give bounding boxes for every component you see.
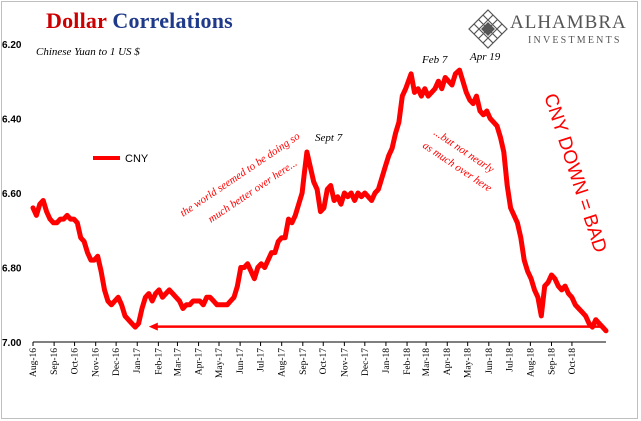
logo-name: ALHAMBRA: [510, 12, 627, 33]
series-layer: [30, 67, 609, 334]
x-tick-label: Sep-17: [299, 348, 309, 375]
x-tick-label: Oct-18: [568, 348, 578, 375]
x-tick-label: Nov-17: [340, 348, 350, 377]
x-tick-label: Apr-18: [443, 348, 453, 375]
logo-subtitle: INVESTMENTS: [528, 35, 622, 46]
x-tick-label: Jun-18: [485, 348, 495, 374]
arrow-head: [148, 322, 158, 331]
x-tick-label: Jul-17: [257, 348, 267, 372]
x-tick-label: Aug-18: [526, 348, 536, 377]
x-tick-label: Jun-17: [236, 348, 246, 374]
x-tick-label: Sep-18: [547, 348, 557, 375]
x-tick-label: Apr-17: [195, 348, 205, 375]
x-tick-label: Aug-17: [278, 348, 288, 377]
x-tick-label: Sep-16: [50, 348, 60, 375]
logo: [468, 9, 508, 49]
series-line-cny: [30, 67, 609, 334]
annotation-feb7: Feb 7: [421, 54, 448, 66]
y-tick-label: 6.80: [2, 264, 22, 275]
x-axis-ticks: Aug-16 Sep-16 Oct-16 Nov-16 Dec-16 Jan-17 Feb-…: [29, 342, 578, 378]
x-tick-label: Mar-18: [422, 348, 432, 377]
annotation-cny-down-bad: CNY DOWN = BAD: [539, 91, 610, 255]
annotation-apr19: Apr 19: [469, 51, 501, 63]
arrow-layer: [148, 322, 603, 331]
x-tick-label: Feb-17: [154, 348, 164, 375]
x-tick-label: May-17: [215, 348, 225, 378]
x-tick-label: May-18: [464, 348, 474, 378]
y-tick-label: 6.60: [2, 189, 22, 200]
legend-label-cny: CNY: [125, 153, 149, 165]
y-axis-ticks: 6.20 6.40 6.60 6.80 7.00: [2, 40, 22, 349]
diamond-lattice-icon: [468, 9, 508, 49]
x-tick-label: Aug-16: [29, 348, 39, 377]
x-tick-label: Jul-18: [505, 348, 515, 372]
y-tick-label: 6.20: [2, 40, 22, 51]
x-tick-label: Jan-17: [133, 348, 143, 374]
x-tick-label: Mar-17: [173, 348, 183, 377]
annotations: Sept 7 Feb 7 Apr 19 the world seemed to …: [178, 51, 611, 255]
legend: CNY: [93, 153, 149, 165]
x-tick-label: Dec-17: [361, 348, 371, 376]
x-tick-label: Oct-16: [71, 348, 81, 375]
y-tick-label: 6.40: [2, 115, 22, 126]
x-tick-label: Oct-17: [319, 348, 329, 375]
x-tick-label: Dec-16: [112, 348, 122, 376]
x-tick-label: Feb-18: [403, 348, 413, 375]
annotation-sept7: Sept 7: [315, 132, 343, 144]
x-tick-label: Jan-18: [382, 348, 392, 374]
chart-subtitle: Chinese Yuan to 1 US $: [36, 46, 140, 58]
title-dollar: Dollar: [46, 8, 107, 33]
x-tick-label: Nov-16: [92, 348, 102, 377]
y-tick-label: 7.00: [2, 338, 22, 349]
title-correlations: Correlations: [112, 8, 233, 33]
chart-title: Dollar Correlations: [46, 8, 233, 34]
